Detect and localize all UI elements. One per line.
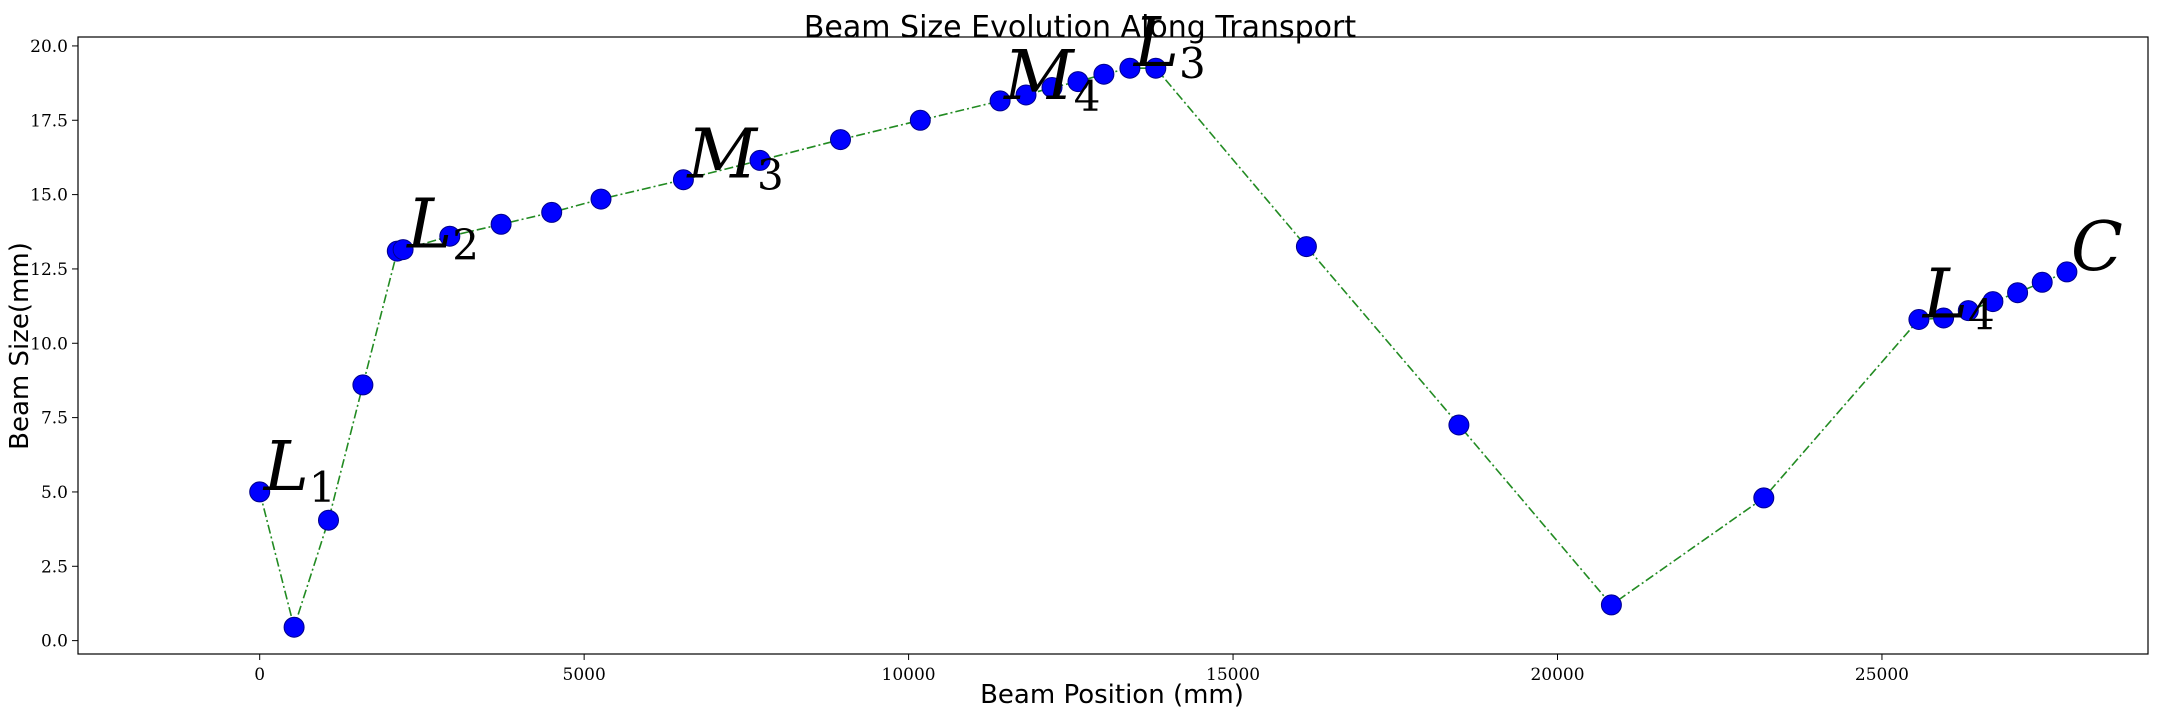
annotation-label: L2 [405, 186, 479, 270]
data-point [283, 616, 305, 638]
data-point [1753, 487, 1775, 509]
data-point [318, 509, 339, 531]
annotation-subscript: 1 [309, 463, 336, 512]
data-point [1145, 57, 1167, 79]
x-tick-label: 5000 [563, 665, 606, 685]
x-tick-label: 25000 [1855, 665, 1909, 685]
marker-layer [249, 57, 2078, 638]
data-point [1908, 309, 1930, 330]
data-point [1600, 594, 1622, 616]
data-point [909, 109, 931, 131]
y-axis-label: Beam Size(mm) [5, 242, 35, 450]
data-point [2031, 271, 2053, 293]
annotation-label: L4 [1921, 256, 1995, 340]
y-tick-label: 20.0 [30, 37, 68, 57]
data-point [1119, 57, 1141, 79]
y-tick-label: 0.0 [41, 632, 68, 652]
data-point [1067, 71, 1089, 93]
data-point [989, 90, 1011, 112]
x-tick-label: 10000 [882, 665, 936, 685]
data-point [830, 129, 851, 151]
x-tick-label: 15000 [1206, 665, 1260, 685]
data-point [490, 213, 512, 235]
x-axis-ticks: 0 5000 10000 15000 20000 25000 [254, 654, 1909, 685]
data-point [1957, 300, 1979, 322]
data-point [1448, 414, 1470, 436]
annotation-subscript: 2 [452, 221, 479, 270]
data-point [749, 149, 771, 171]
annotation-subscript: 3 [1179, 39, 1206, 88]
annotation-subscript: 4 [1074, 72, 1101, 121]
annotation-letter: L [405, 186, 452, 265]
data-point [352, 374, 374, 396]
chart-title: Beam Size Evolution Along Transport [804, 10, 1357, 45]
annotation-letter: L [262, 428, 309, 507]
y-axis-ticks: 0.0 2.5 5.0 7.5 10.0 12.5 15.0 17.5 20.0 [30, 37, 78, 652]
series-line [258, 67, 2068, 631]
data-point [2007, 282, 2029, 304]
data-point [1093, 63, 1115, 85]
y-tick-label: 17.5 [30, 111, 68, 131]
annotation-letter: L [1921, 256, 1968, 335]
x-axis-label: Beam Position (mm) [980, 680, 1244, 710]
annotation-label: M3 [685, 116, 783, 200]
y-tick-label: 5.0 [41, 483, 68, 503]
annotation-letter: C [2071, 208, 2123, 287]
data-point [1933, 307, 1955, 329]
x-tick-label: 20000 [1530, 665, 1584, 685]
annotation-label: L1 [262, 428, 336, 512]
data-point [1295, 236, 1317, 258]
series-line-layer [258, 67, 2068, 631]
y-tick-label: 10.0 [30, 334, 68, 354]
annotation-letter: M [685, 116, 759, 195]
data-point [439, 225, 461, 247]
annotation-subscript: 3 [757, 151, 784, 200]
x-tick-label: 0 [254, 665, 265, 685]
data-point [672, 169, 694, 191]
annotation-letter: M [1002, 37, 1076, 116]
annotation-label: C [2071, 208, 2123, 287]
data-point [392, 239, 414, 261]
data-point [541, 201, 563, 223]
data-point [1982, 291, 2004, 313]
plot-frame [77, 36, 2149, 655]
annotation-subscript: 4 [1968, 291, 1995, 340]
annotation-label: L3 [1132, 4, 1206, 88]
plot-background [78, 37, 2148, 654]
data-point [2056, 261, 2078, 283]
data-point [590, 188, 612, 210]
y-tick-label: 7.5 [41, 409, 68, 429]
y-tick-label: 12.5 [30, 260, 68, 280]
annotation-letter: L [1132, 4, 1179, 83]
data-point [1041, 77, 1063, 98]
y-tick-label: 2.5 [41, 557, 68, 577]
y-tick-label: 15.0 [30, 186, 68, 206]
data-point [249, 481, 271, 503]
annotation-label: M4 [1002, 37, 1100, 121]
data-point [1015, 84, 1037, 106]
